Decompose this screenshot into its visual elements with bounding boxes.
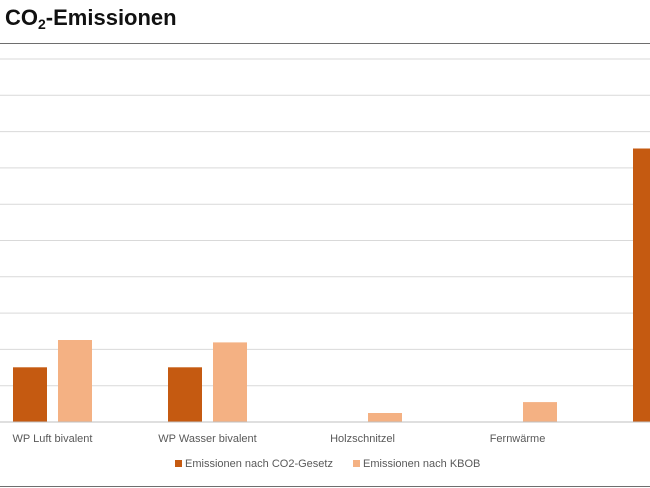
bottom-divider	[0, 486, 650, 487]
legend-swatch-1	[175, 460, 182, 467]
legend: Emissionen nach CO2-Gesetz Emissionen nac…	[175, 458, 480, 470]
x-tick-label-2: Holzschnitzel	[330, 433, 395, 445]
x-tick-label-0: WP Luft bivalent	[13, 433, 93, 445]
legend-swatch-2	[353, 460, 360, 467]
title-subscript: 2	[38, 16, 46, 32]
bar-1-4	[633, 148, 650, 422]
chart-title: CO2-Emissionen	[5, 3, 177, 33]
bars	[13, 148, 650, 422]
legend-label-1: Emissionen nach CO2-Gesetz	[185, 458, 333, 470]
title-prefix: CO	[5, 5, 38, 30]
x-tick-labels: WP Luft bivalent WP Wasser bivalent Holzsc…	[13, 433, 546, 445]
bar-2-3	[523, 402, 557, 422]
x-tick-label-1: WP Wasser bivalent	[158, 433, 256, 445]
title-divider	[0, 43, 650, 44]
bar-2-2	[368, 413, 402, 422]
title-suffix: -Emissionen	[45, 5, 177, 30]
bar-1-0	[13, 367, 47, 422]
bar-2-1	[213, 342, 247, 422]
x-tick-label-3: Fernwärme	[490, 433, 546, 445]
bar-1-1	[168, 367, 202, 422]
legend-label-2: Emissionen nach KBOB	[363, 458, 480, 470]
bar-2-0	[58, 340, 92, 422]
gridlines	[0, 58, 650, 387]
